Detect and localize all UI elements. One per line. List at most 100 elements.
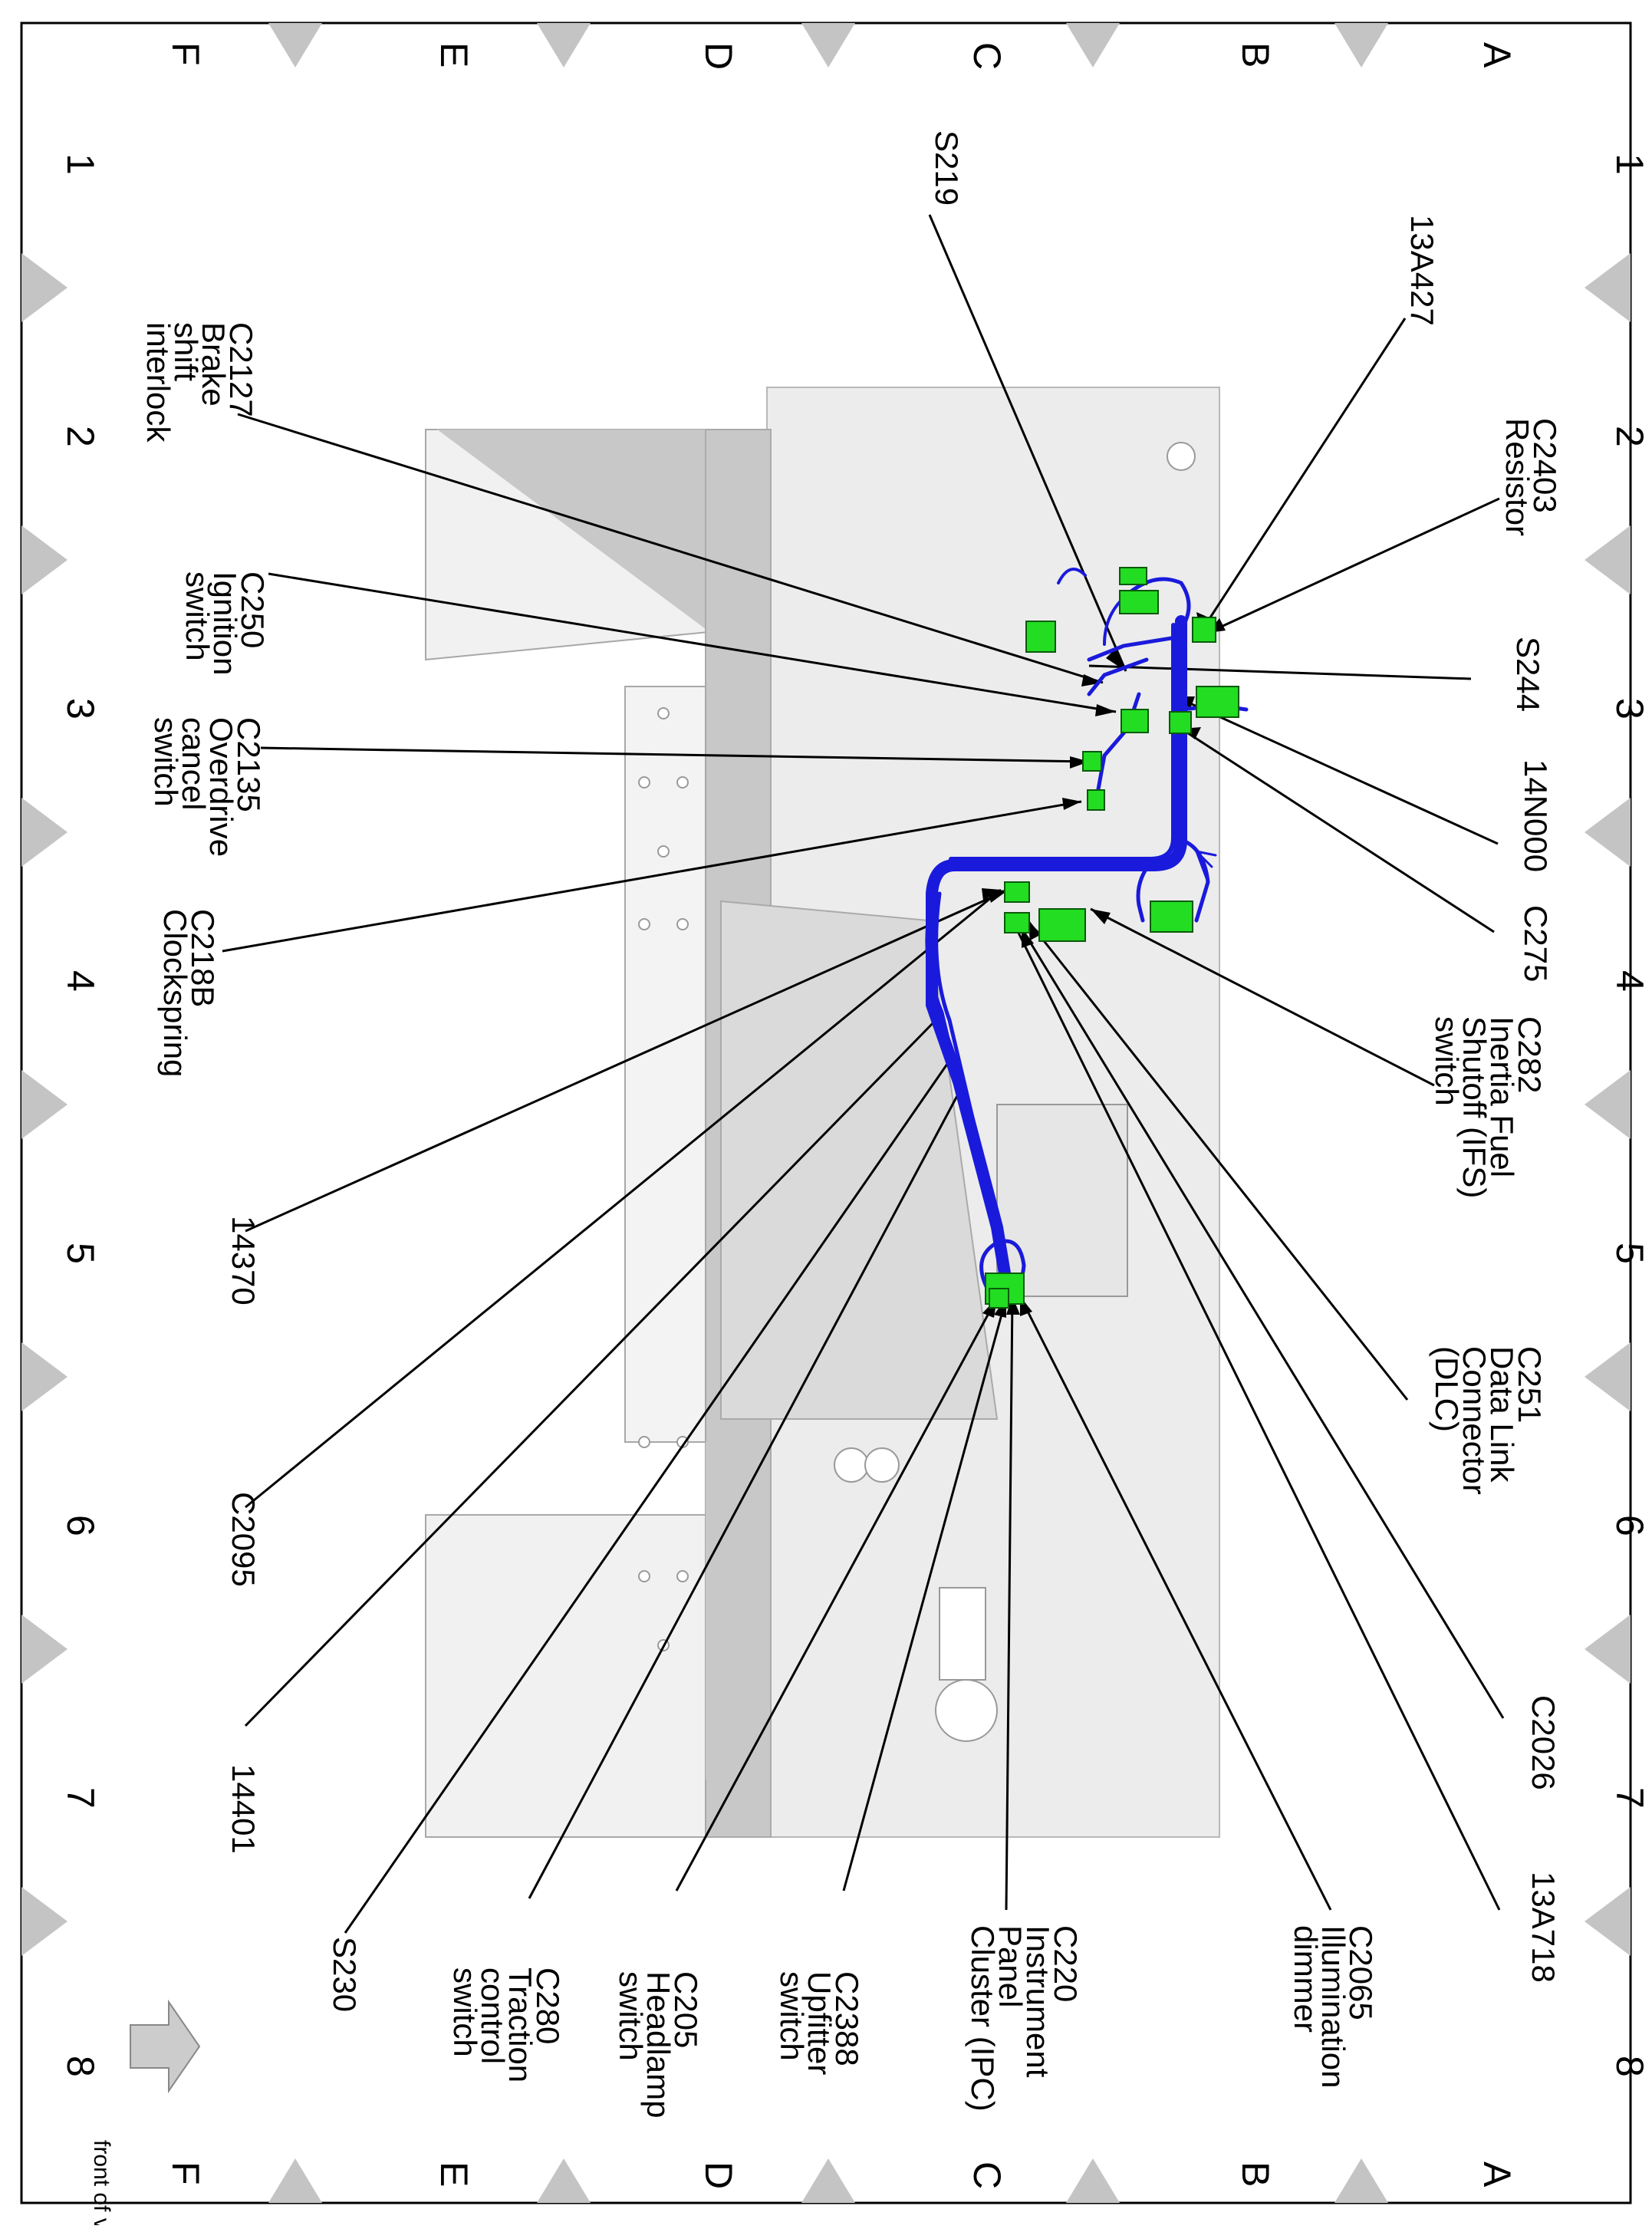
- grid-row-f-top: F: [164, 42, 207, 66]
- callout-s244-line-0: S244: [1510, 637, 1546, 712]
- callout-s219-line-0: S219: [929, 130, 965, 206]
- callout-c251-line-3: (DLC): [1429, 1346, 1465, 1432]
- callout-s244: S244: [1510, 637, 1546, 712]
- connector-c275: [1169, 711, 1192, 734]
- grid-row-d-bottom: D: [697, 2162, 740, 2189]
- callout-c2095-line-0: C2095: [225, 1492, 262, 1587]
- grid-col-2-right: 2: [1608, 426, 1651, 447]
- structure-window: [939, 1587, 986, 1681]
- connector-c2026: [1004, 881, 1030, 903]
- leader-lines: [222, 214, 1505, 1934]
- grid-row-e-top: E: [433, 42, 476, 67]
- structure-wedge-right: [706, 1442, 736, 1780]
- callout-c220-line-1: Instrument: [1020, 1925, 1056, 2078]
- connector-c282: [1150, 900, 1193, 933]
- callout-14n000-line-0: 14N000: [1518, 759, 1554, 872]
- grid-col-6-left: 6: [59, 1515, 102, 1536]
- callout-13a427-line-0: 13A427: [1404, 215, 1440, 326]
- callout-c2403-line-1: Resistor: [1499, 418, 1535, 536]
- callout-c2403-line-0: C2403: [1527, 418, 1563, 513]
- connector-c2403: [1192, 617, 1216, 643]
- grid-col-3-left: 3: [59, 698, 102, 719]
- connector-13a427: [1119, 590, 1159, 614]
- callout-c2135-line-3: switch: [148, 717, 184, 807]
- callout-13a718: 13A718: [1525, 1872, 1562, 1983]
- callout-c2388-line-0: C2388: [829, 1971, 865, 2066]
- callout-s219: S219: [929, 130, 965, 206]
- grid-row-labels-top: A B C D E F: [164, 42, 1519, 70]
- grid-row-e-bottom: E: [433, 2162, 476, 2187]
- connector-s219: [1119, 567, 1147, 585]
- grid-row-d-top: D: [697, 42, 740, 70]
- callout-c280-line-0: C280: [530, 1967, 566, 2044]
- callout-c2095: C2095: [225, 1492, 262, 1587]
- callout-c220-line-3: Cluster (IPC): [965, 1925, 1001, 2112]
- structure-lower-right: [425, 1514, 706, 1838]
- grid-col-6-right: 6: [1608, 1515, 1651, 1536]
- callout-c220-line-2: Panel: [992, 1925, 1028, 2007]
- grid-col-5-right: 5: [1608, 1243, 1651, 1264]
- callout-c2135-line-0: C2135: [231, 717, 267, 812]
- grid-col-8-left: 8: [59, 2056, 102, 2077]
- callout-c275-line-0: C275: [1518, 905, 1554, 982]
- callout-c2135-line-1: Overdrive: [203, 717, 239, 857]
- grid-col-8-right: 8: [1608, 2056, 1651, 2077]
- grid-row-f-bottom: F: [164, 2162, 207, 2185]
- callout-c2065-line-2: dimmer: [1288, 1925, 1324, 2033]
- callout-c2127-line-1: Brake: [196, 322, 232, 407]
- grid-col-2-left: 2: [59, 426, 102, 447]
- callout-c282-line-3: switch: [1429, 1016, 1465, 1106]
- callout-s230: S230: [327, 1937, 363, 2012]
- callout-c251-line-0: C251: [1512, 1346, 1548, 1423]
- connector-c2135: [1082, 751, 1102, 772]
- grid-col-3-right: 3: [1608, 698, 1651, 719]
- grid-col-7-left: 7: [59, 1787, 102, 1809]
- callout-13a427: 13A427: [1404, 215, 1440, 326]
- grid-col-5-left: 5: [59, 1243, 102, 1264]
- connector-13a718: [1004, 912, 1030, 933]
- callout-c250-line-2: switch: [179, 571, 216, 661]
- grid-row-b-top: B: [1234, 42, 1277, 67]
- callout-c280-line-1: Traction: [502, 1967, 538, 2082]
- callout-c250-line-1: Ignition: [207, 571, 243, 675]
- callout-14370-line-0: 14370: [225, 1216, 262, 1305]
- callout-c2388-line-1: Upfitter: [801, 1971, 838, 2075]
- grid-row-c-top: C: [966, 42, 1009, 70]
- callout-c2065-line-0: C2065: [1343, 1925, 1379, 2020]
- grid-row-a-top: A: [1476, 42, 1519, 68]
- connector-c218b: [1087, 789, 1105, 811]
- harness-trunk: [926, 615, 1187, 1302]
- callout-c282-line-0: C282: [1512, 1016, 1548, 1093]
- grid-markers: [21, 23, 1631, 2203]
- grid-row-labels-bottom: A B C D E F: [164, 2162, 1519, 2189]
- callout-c205-line-0: C205: [668, 1971, 704, 2048]
- callout-c205-line-1: Headlamp: [640, 1971, 676, 2118]
- connector-c2388: [989, 1288, 1009, 1309]
- callout-14401-line-0: 14401: [225, 1764, 262, 1854]
- connector-c2127: [1025, 621, 1056, 653]
- grid-row-b-bottom: B: [1234, 2162, 1277, 2187]
- callout-c205-line-2: switch: [613, 1971, 649, 2061]
- callout-c220-line-0: C220: [1048, 1925, 1084, 2002]
- front-of-vehicle-label: front of vehicle: [89, 2140, 114, 2225]
- panel-structure: [425, 387, 1220, 1838]
- callout-c250-line-0: C250: [235, 571, 271, 648]
- callout-c282-line-1: Inertia Fuel: [1484, 1016, 1520, 1177]
- callout-c251-line-1: Data Link: [1484, 1346, 1520, 1483]
- grid-col-7-right: 7: [1608, 1787, 1651, 1809]
- callout-c2135-line-2: cancel: [176, 717, 212, 810]
- front-of-vehicle-arrow: [130, 1999, 201, 2094]
